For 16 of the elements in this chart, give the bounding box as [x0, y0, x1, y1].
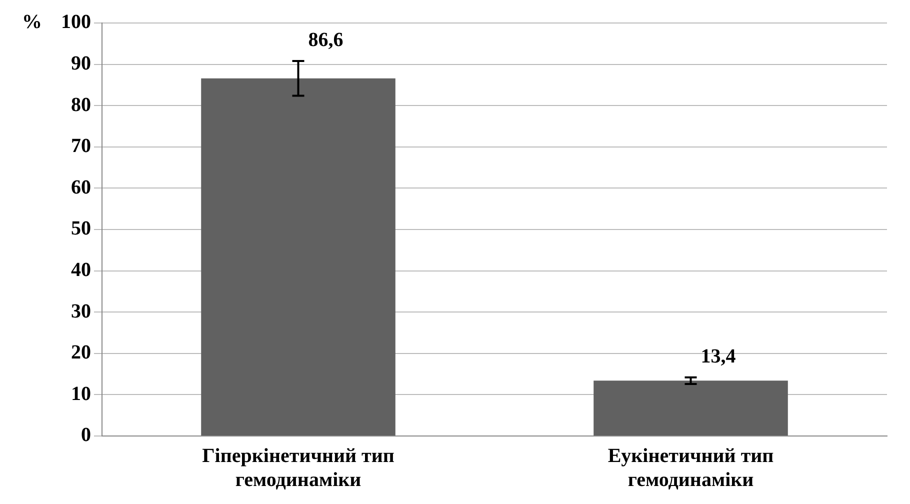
y-tick-label: 10 — [71, 382, 91, 405]
y-tick-label: 30 — [71, 300, 91, 322]
y-tick-label: 0 — [81, 424, 91, 446]
x-tick-label: Гіперкінетичний тип гемодинаміки — [202, 445, 394, 492]
y-tick-label: 100 — [61, 11, 91, 34]
y-tick-label: 80 — [71, 94, 91, 116]
y-tick-label: 70 — [71, 135, 91, 158]
data-label: 13,4 — [700, 346, 736, 368]
y-axis-title: % — [22, 11, 42, 34]
y-tick-label: 20 — [71, 342, 91, 364]
y-tick-label: 50 — [71, 218, 91, 240]
y-tick-label: 40 — [71, 258, 91, 281]
y-tick-label: 60 — [71, 176, 91, 198]
data-label: 86,6 — [308, 29, 344, 52]
x-tick-label: Еукінетичний тип гемодинаміки — [608, 445, 774, 492]
y-tick-label: 90 — [71, 52, 91, 74]
